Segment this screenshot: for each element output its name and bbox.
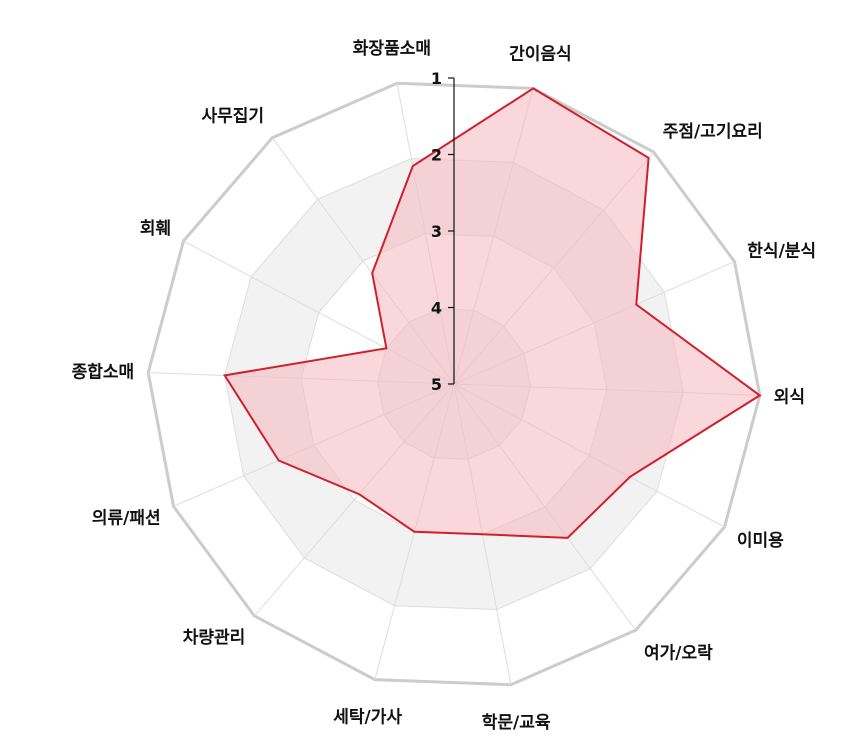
radar-series <box>223 87 762 539</box>
category-label: 간이음식 <box>509 44 572 64</box>
category-label: 사무집기 <box>201 106 264 126</box>
category-label: 차량관리 <box>183 628 246 648</box>
axis-tick-label: 4 <box>431 299 442 318</box>
category-label: 주점/고기요리 <box>663 122 763 142</box>
category-label: 학문/교육 <box>482 713 551 733</box>
category-label: 회훼 <box>140 219 171 239</box>
axis-tick-label: 5 <box>431 375 442 394</box>
axis-tick-label: 1 <box>431 69 442 88</box>
radial-axis: 1 2 3 4 5 <box>431 69 455 394</box>
category-label: 이미용 <box>737 531 784 551</box>
category-label: 화장품소매 <box>353 39 431 59</box>
category-label: 종합소매 <box>72 362 135 383</box>
category-label: 여가/오락 <box>644 644 713 664</box>
category-label: 외식 <box>774 388 805 408</box>
category-label: 한식/분식 <box>747 241 816 261</box>
category-label: 의류/패션 <box>92 509 161 529</box>
category-label: 세탁/가사 <box>333 708 402 728</box>
axis-tick-label: 3 <box>431 222 442 241</box>
axis-tick-label: 2 <box>431 146 442 165</box>
